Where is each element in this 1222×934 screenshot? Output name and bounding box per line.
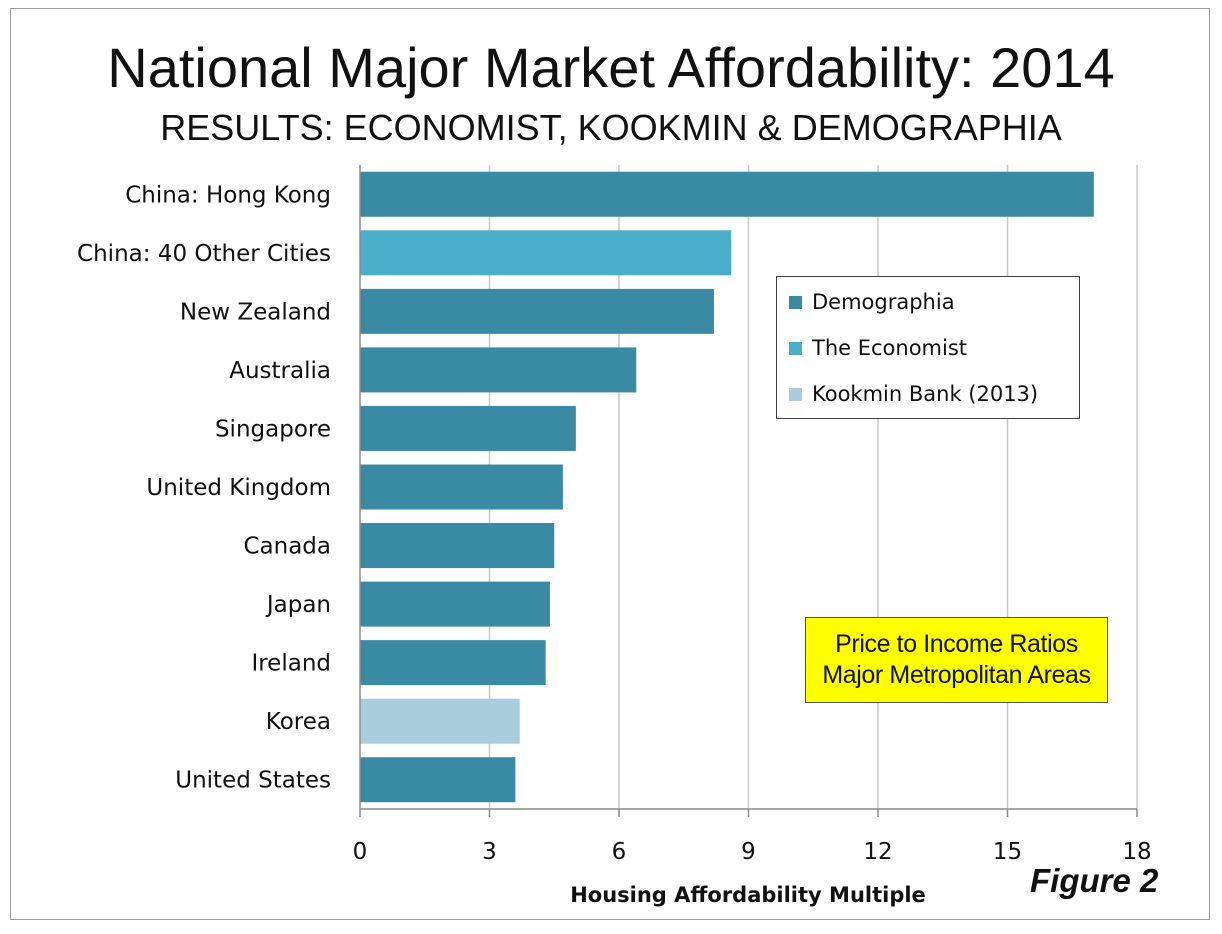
category-label: Korea	[266, 709, 331, 735]
category-label: New Zealand	[180, 299, 331, 325]
x-tick-label: 9	[741, 839, 756, 865]
chart-legend: Demographia The Economist Kookmin Bank (…	[776, 276, 1080, 419]
category-label: Canada	[243, 534, 331, 560]
category-label: Ireland	[251, 651, 331, 677]
chart-subtitle: RESULTS: ECONOMIST, KOOKMIN & DEMOGRAPHI…	[160, 107, 1062, 148]
x-tick-label: 15	[993, 839, 1022, 865]
chart-title: National Major Market Affordability: 201…	[107, 36, 1115, 99]
category-label: Japan	[265, 592, 331, 618]
legend-swatch-economist	[789, 341, 802, 355]
bar-united-kingdom	[360, 464, 563, 510]
bar-japan	[360, 581, 550, 627]
bar-korea	[360, 698, 520, 744]
x-tick-label: 3	[482, 839, 497, 865]
bar-united-states	[360, 757, 516, 803]
category-label: China: Hong Kong	[125, 182, 331, 208]
x-tick-label: 0	[353, 839, 368, 865]
legend-swatch-demographia	[789, 295, 802, 309]
annotation-line-2: Major Metropolitan Areas	[822, 661, 1091, 689]
x-tick-label: 6	[612, 839, 627, 865]
bar-ireland	[360, 640, 546, 686]
x-tick-label: 18	[1122, 839, 1151, 865]
annotation-line-1: Price to Income Ratios	[835, 630, 1078, 658]
bar-china-40-other-cities	[360, 230, 732, 276]
legend-label-kookmin: Kookmin Bank (2013)	[812, 382, 1039, 406]
x-axis-title: Housing Affordability Multiple	[570, 883, 926, 907]
bar-china-hong-kong	[360, 171, 1094, 217]
legend-item-economist: The Economist	[789, 333, 967, 363]
legend-item-demographia: Demographia	[789, 287, 955, 317]
category-label: China: 40 Other Cities	[77, 241, 331, 267]
legend-item-kookmin: Kookmin Bank (2013)	[789, 379, 1038, 409]
category-label: United Kingdom	[146, 475, 331, 501]
bar-singapore	[360, 405, 576, 451]
x-tick-label: 12	[863, 839, 892, 865]
chart-frame	[10, 8, 1210, 920]
bar-australia	[360, 347, 637, 393]
legend-label-economist: The Economist	[812, 336, 968, 360]
category-label: Singapore	[215, 416, 331, 442]
legend-label-demographia: Demographia	[812, 290, 955, 314]
bar-new-zealand	[360, 288, 714, 334]
legend-swatch-kookmin	[789, 387, 802, 401]
category-label: Australia	[229, 358, 331, 384]
figure-label: Figure 2	[1030, 862, 1159, 899]
bar-canada	[360, 523, 555, 569]
annotation-box: Price to Income Ratios Major Metropolita…	[805, 617, 1108, 703]
category-label: United States	[175, 768, 331, 794]
